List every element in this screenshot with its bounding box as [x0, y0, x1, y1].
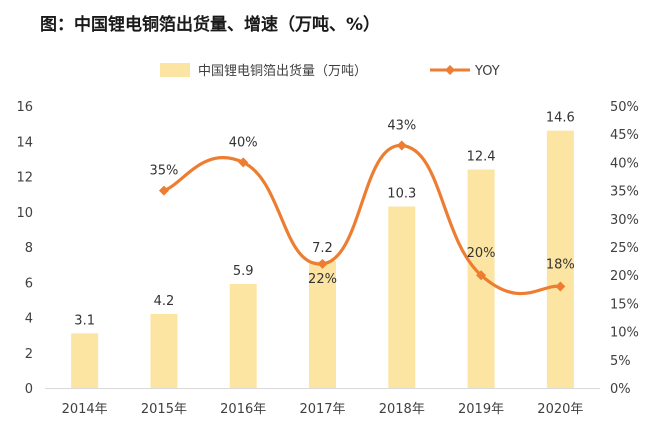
- y-right-tick-label: 30%: [610, 213, 639, 228]
- y-left-tick-label: 0: [25, 382, 33, 397]
- bar-data-label: 12.4: [467, 149, 496, 164]
- bar: [229, 284, 257, 388]
- yoy-data-label: 18%: [546, 257, 575, 272]
- y-right-tick-label: 15%: [610, 297, 639, 312]
- bar-data-label: 10.3: [387, 186, 416, 201]
- yoy-point: [555, 281, 566, 292]
- yoy-data-label: 35%: [149, 164, 178, 179]
- y-left-tick-label: 8: [25, 241, 33, 256]
- yoy-data-label: 40%: [229, 135, 258, 150]
- yoy-point: [396, 140, 407, 151]
- x-tick-label: 2016年: [220, 402, 266, 417]
- chart-title: 图：中国锂电铜箔出货量、增速（万吨、%）: [40, 15, 381, 35]
- y-right-tick-label: 45%: [610, 128, 639, 143]
- y-right-tick-label: 50%: [610, 100, 639, 115]
- bar-data-label: 5.9: [233, 264, 254, 279]
- y-left-tick-label: 2: [25, 347, 33, 362]
- y-right-tick-label: 40%: [610, 156, 639, 171]
- bar: [71, 333, 99, 388]
- y-right-tick-label: 0%: [610, 382, 631, 397]
- bar: [546, 130, 574, 389]
- bar: [388, 206, 416, 388]
- yoy-data-label: 22%: [308, 272, 337, 287]
- bar: [309, 261, 336, 388]
- yoy-point: [476, 270, 487, 281]
- x-tick-label: 2020年: [537, 402, 583, 417]
- yoy-point: [158, 185, 169, 196]
- legend-line-marker: [445, 65, 455, 75]
- bar-data-label: 14.6: [546, 111, 575, 126]
- legend-line-label: YOY: [474, 64, 500, 79]
- y-left-tick-label: 12: [16, 171, 33, 186]
- yoy-data-label: 20%: [467, 246, 496, 261]
- bar-data-label: 4.2: [154, 294, 175, 309]
- y-right-tick-label: 5%: [610, 354, 631, 369]
- x-tick-label: 2018年: [379, 402, 425, 417]
- legend-bar-label: 中国锂电铜箔出货量（万吨）: [198, 63, 367, 79]
- legend-bar-swatch: [160, 63, 190, 77]
- yoy-data-label: 43%: [387, 118, 416, 133]
- y-left-tick-label: 4: [25, 312, 33, 327]
- y-right-tick-label: 35%: [610, 185, 639, 200]
- y-left-tick-label: 14: [16, 135, 33, 150]
- bar-data-label: 3.1: [74, 313, 95, 328]
- y-left-tick-label: 16: [16, 100, 33, 115]
- x-tick-label: 2017年: [299, 402, 345, 417]
- bar-data-label: 7.2: [312, 241, 333, 256]
- x-tick-label: 2019年: [458, 402, 504, 417]
- x-tick-label: 2015年: [141, 402, 187, 417]
- y-left-tick-label: 6: [25, 276, 33, 291]
- yoy-point: [317, 258, 328, 269]
- y-right-tick-label: 20%: [610, 269, 639, 284]
- y-left-tick-label: 10: [16, 206, 33, 221]
- yoy-point: [238, 157, 249, 168]
- x-tick-label: 2014年: [62, 402, 108, 417]
- yoy-line: [163, 143, 561, 296]
- y-right-tick-label: 10%: [610, 326, 639, 341]
- y-right-tick-label: 25%: [610, 241, 639, 256]
- bar: [150, 313, 178, 388]
